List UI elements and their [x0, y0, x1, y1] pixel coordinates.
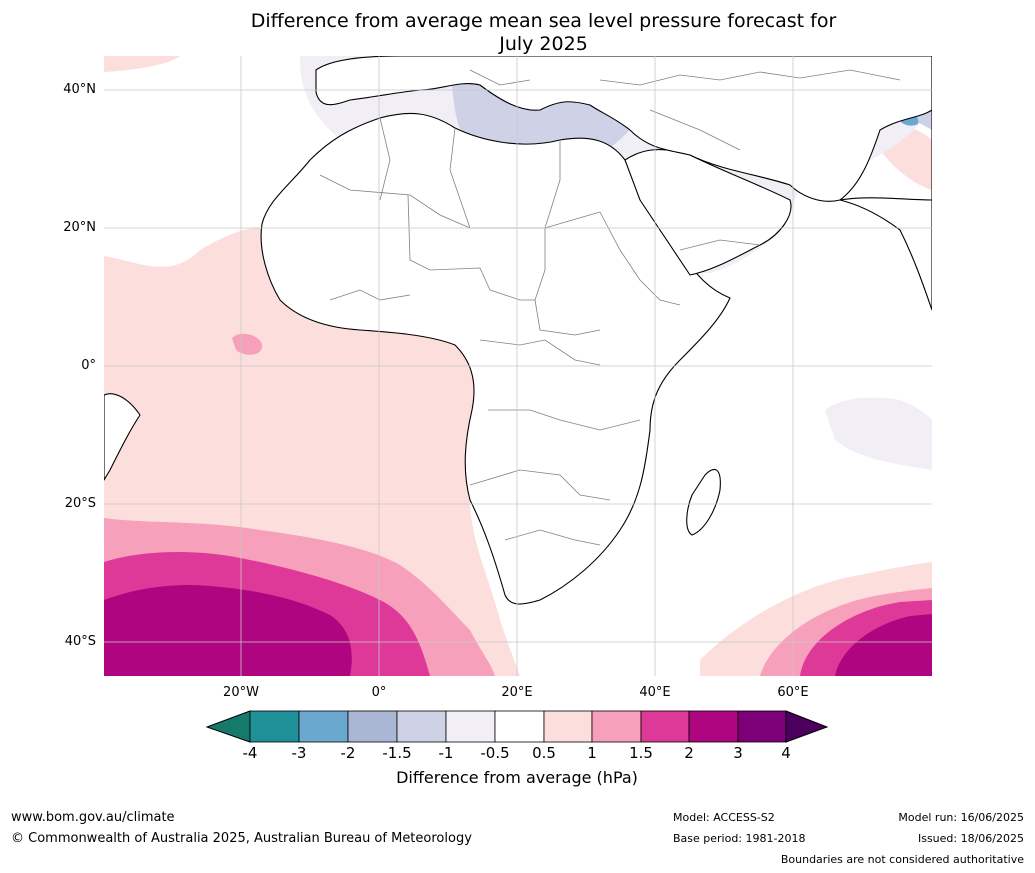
- map-plot-area: [104, 56, 932, 676]
- copyright-notice: © Commonwealth of Australia 2025, Austra…: [11, 831, 472, 846]
- lon-label: 20°W: [223, 685, 259, 700]
- base-period: Base period: 1981-2018: [673, 832, 806, 845]
- india-land: [839, 56, 932, 311]
- colorbar-segment: [543, 710, 593, 743]
- lat-label: 0°: [81, 358, 96, 373]
- south-america-land: [104, 393, 141, 481]
- colorbar-tick: -0.5: [480, 744, 510, 762]
- title-line-2: July 2025: [499, 33, 588, 55]
- anomaly-region-2-3-indian: [835, 614, 932, 676]
- colorbar-extend-low: [205, 710, 251, 743]
- colorbar: [205, 710, 829, 743]
- colorbar-segment: [445, 710, 496, 743]
- colorbar-segment: [640, 710, 690, 743]
- lon-label: 20°E: [501, 685, 533, 700]
- colorbar-segment: [494, 710, 545, 743]
- colorbar-tick: 1.5: [629, 744, 653, 762]
- colorbar-segment: [396, 710, 447, 743]
- anomaly-region-1-1.5-blob: [232, 333, 263, 355]
- website-link[interactable]: www.bom.gov.au/climate: [11, 810, 175, 825]
- map-title: Difference from average mean sea level p…: [0, 10, 1035, 56]
- colorbar-tick: 3: [733, 744, 743, 762]
- lat-label: 20°N: [63, 220, 96, 235]
- colorbar-segment: [249, 710, 300, 743]
- colorbar-segment: [298, 710, 349, 743]
- colorbar-extend-high: [785, 710, 829, 743]
- lat-label: 20°S: [64, 496, 96, 511]
- lon-label: 40°E: [639, 685, 671, 700]
- colorbar-label: Difference from average (hPa): [396, 768, 638, 787]
- title-line-1: Difference from average mean sea level p…: [250, 10, 837, 32]
- colorbar-tick: -1: [438, 744, 454, 762]
- issued-date: Issued: 18/06/2025: [917, 832, 1024, 845]
- colorbar-tick: -3: [291, 744, 307, 762]
- colorbar-segment: [688, 710, 739, 743]
- model-name: Model: ACCESS-S2: [673, 811, 775, 824]
- colorbar-tick: -1.5: [382, 744, 412, 762]
- anomaly-region-2-3-south-atlantic: [104, 584, 352, 676]
- madagascar-land: [686, 469, 721, 536]
- colorbar-segment: [347, 710, 398, 743]
- colorbar-segment: [737, 710, 787, 743]
- model-run-date: Model run: 16/06/2025: [898, 811, 1024, 824]
- colorbar-tick: 1: [587, 744, 597, 762]
- anomaly-region-0.5-1-north-atlantic: [104, 56, 180, 72]
- lon-label: 0°: [371, 685, 387, 700]
- colorbar-segment: [591, 710, 642, 743]
- anomaly-region-neg-0.5-indian: [825, 397, 932, 470]
- colorbar-tick: 4: [781, 744, 791, 762]
- boundaries-disclaimer: Boundaries are not considered authoritat…: [780, 853, 1024, 866]
- colorbar-tick: 0.5: [532, 744, 556, 762]
- colorbar-tick: 2: [684, 744, 694, 762]
- lat-label: 40°S: [64, 634, 96, 649]
- lat-label: 40°N: [63, 82, 96, 97]
- colorbar-tick: -2: [340, 744, 356, 762]
- graticule: [104, 56, 932, 676]
- colorbar-tick: -4: [242, 744, 258, 762]
- lon-label: 60°E: [777, 685, 809, 700]
